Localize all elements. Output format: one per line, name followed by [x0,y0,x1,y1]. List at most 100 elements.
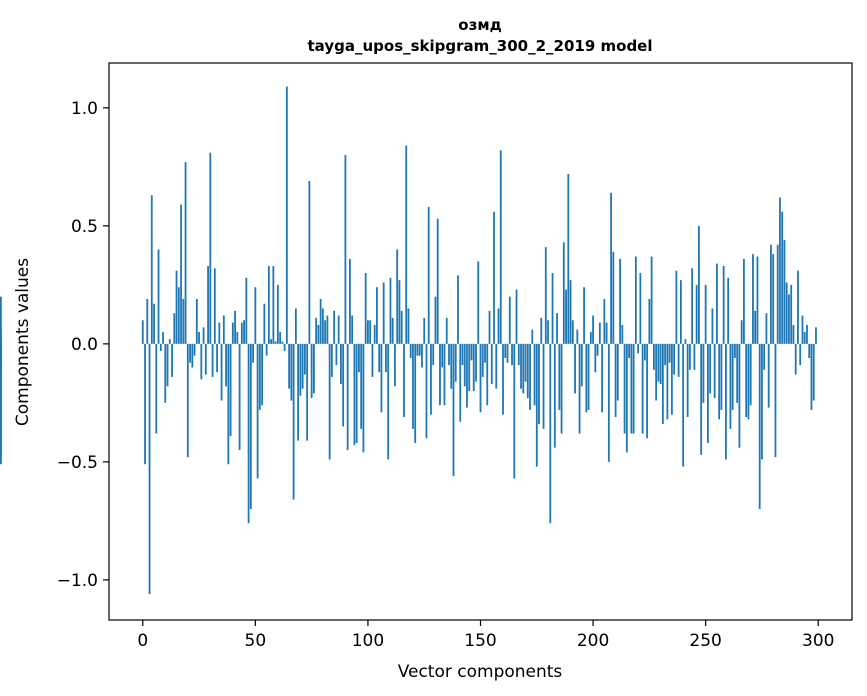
bar [740,320,743,344]
x-axis-label: Vector components [398,662,563,682]
bar [276,284,279,344]
bar [317,324,320,344]
bar [594,343,597,373]
bar [522,343,525,394]
bar [303,343,306,375]
bar [229,343,232,436]
bar [758,343,761,510]
bar [396,249,399,344]
bar [400,310,403,344]
bar [425,343,428,439]
bar [157,249,160,344]
bar [619,258,621,344]
bar [403,343,405,418]
bar [353,343,356,446]
bar [337,315,340,344]
bar [270,339,273,344]
bar [533,343,536,406]
bar [452,343,455,477]
x-tick-label: 300 [802,631,834,651]
bar [763,343,766,370]
bar [245,277,248,344]
bar [227,343,230,465]
bar [623,343,626,434]
bar [146,299,149,344]
bar [731,343,734,410]
bar [524,343,527,382]
bar [328,343,331,460]
bar [495,343,498,389]
bar [254,287,257,344]
bar [432,343,435,366]
bar [605,322,608,344]
bar [716,263,718,344]
bar [616,343,619,401]
bar [612,251,615,344]
bar [677,343,680,377]
bar [450,343,453,389]
bar [301,343,304,389]
bar [781,211,784,344]
bar [630,343,633,434]
bar [574,343,576,394]
bar [686,343,689,418]
bar [578,343,581,434]
bar [321,308,324,344]
bar [416,343,419,356]
bar [180,204,182,344]
bar [607,343,610,462]
bar [684,339,687,344]
bar [648,299,651,344]
bar [722,265,725,344]
bar [526,343,529,399]
bar [351,315,354,344]
bar [592,315,594,344]
bar [538,343,540,425]
bar [727,277,730,344]
bar [797,270,799,344]
bar [265,343,268,356]
bar [542,343,545,429]
bar [486,343,489,406]
bar [209,152,212,344]
bar [168,339,171,344]
bar [639,273,642,344]
bar [198,332,200,344]
bar [445,317,448,344]
bar [497,308,500,344]
bar [700,343,703,455]
x-tick-label: 150 [464,631,496,651]
bar [346,343,349,451]
bar [436,218,439,344]
bar [148,343,151,595]
bar [292,343,295,500]
bar [754,310,757,344]
bar [155,343,158,434]
bar [407,308,410,344]
bar [506,343,509,363]
bar [484,343,486,363]
bar [448,343,450,366]
bar [385,343,387,373]
bar [335,343,338,366]
bar [693,343,696,370]
bar [333,310,336,344]
bar [189,343,191,363]
bar [792,324,795,344]
bar [243,320,245,344]
bar [470,343,473,361]
bar [236,332,239,344]
bar [306,343,309,441]
bar [344,155,347,344]
bar [141,320,144,344]
bar [213,268,216,344]
bar [211,343,214,377]
bar [508,296,511,344]
bar [569,280,572,344]
bar [803,332,806,344]
bar [441,343,444,368]
bar [668,343,671,363]
y-tick-label: 0.0 [71,335,98,355]
bar [788,294,790,344]
